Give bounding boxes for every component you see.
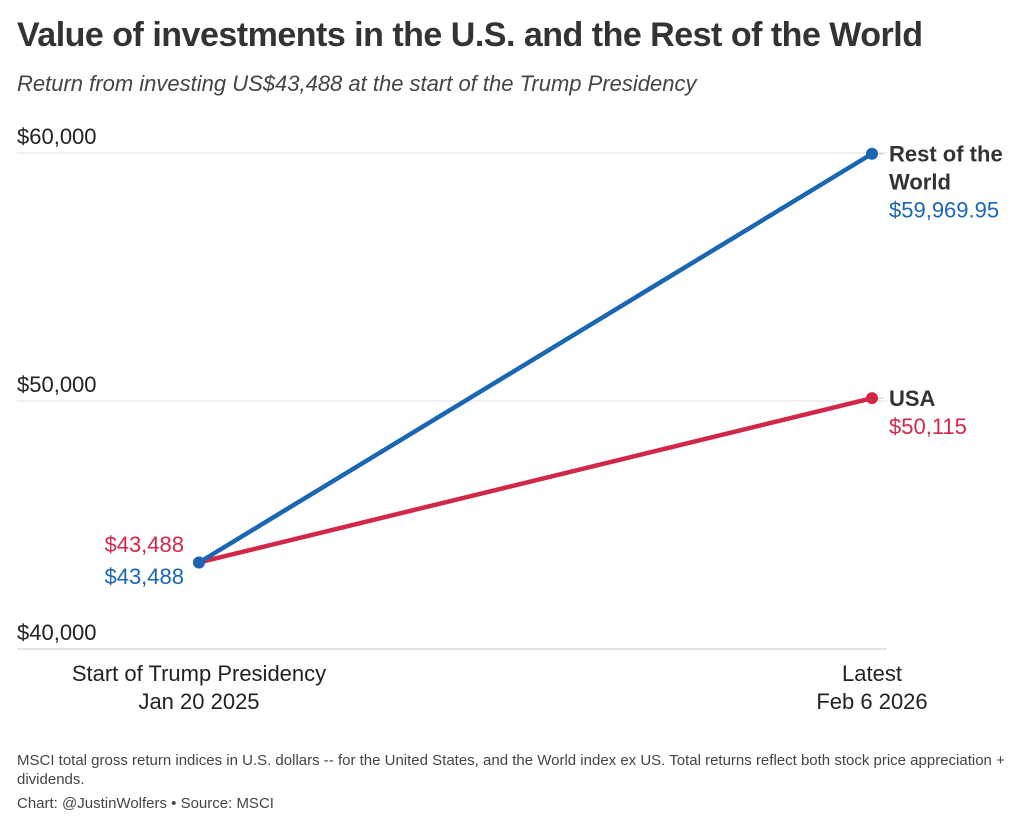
y-tick-label: $60,000 (17, 124, 97, 149)
series-line-rest-of-world (196, 151, 875, 565)
chart-notes: MSCI total gross return indices in U.S. … (17, 752, 1005, 788)
end-value-label-rest-of-world: $59,969.95 (889, 198, 999, 223)
start-value-label-usa: $43,488 (104, 532, 184, 557)
y-tick-label: $50,000 (17, 372, 97, 397)
series-label-usa: USA (889, 386, 936, 411)
x-tick-label: Start of Trump Presidency (72, 661, 326, 686)
end-value-label-usa: $50,115 (889, 414, 967, 439)
series-line-usa (196, 395, 875, 565)
x-tick-sublabel: Feb 6 2026 (816, 689, 927, 714)
y-tick-label: $40,000 (17, 620, 97, 645)
line-chart: $60,000 $50,000 $40,000 Start of Trump Pres… (17, 124, 1003, 714)
chart-title: Value of investments in the U.S. and the… (17, 16, 923, 54)
data-point-usa (866, 392, 878, 405)
start-value-label-rest-of-world: $43,488 (104, 564, 184, 589)
chart-subtitle: Return from investing US$43,488 at the s… (17, 71, 697, 96)
x-tick-label: Latest (842, 661, 902, 686)
data-point-rest-of-world (193, 556, 205, 569)
chart-credit: Chart: @JustinWolfers • Source: MSCI (17, 795, 274, 812)
data-point-rest-of-world (866, 147, 878, 160)
series-label-rest-of-world: Rest of the (889, 142, 1003, 167)
x-tick-sublabel: Jan 20 2025 (138, 689, 259, 714)
series-label-rest-of-world: World (889, 170, 951, 195)
